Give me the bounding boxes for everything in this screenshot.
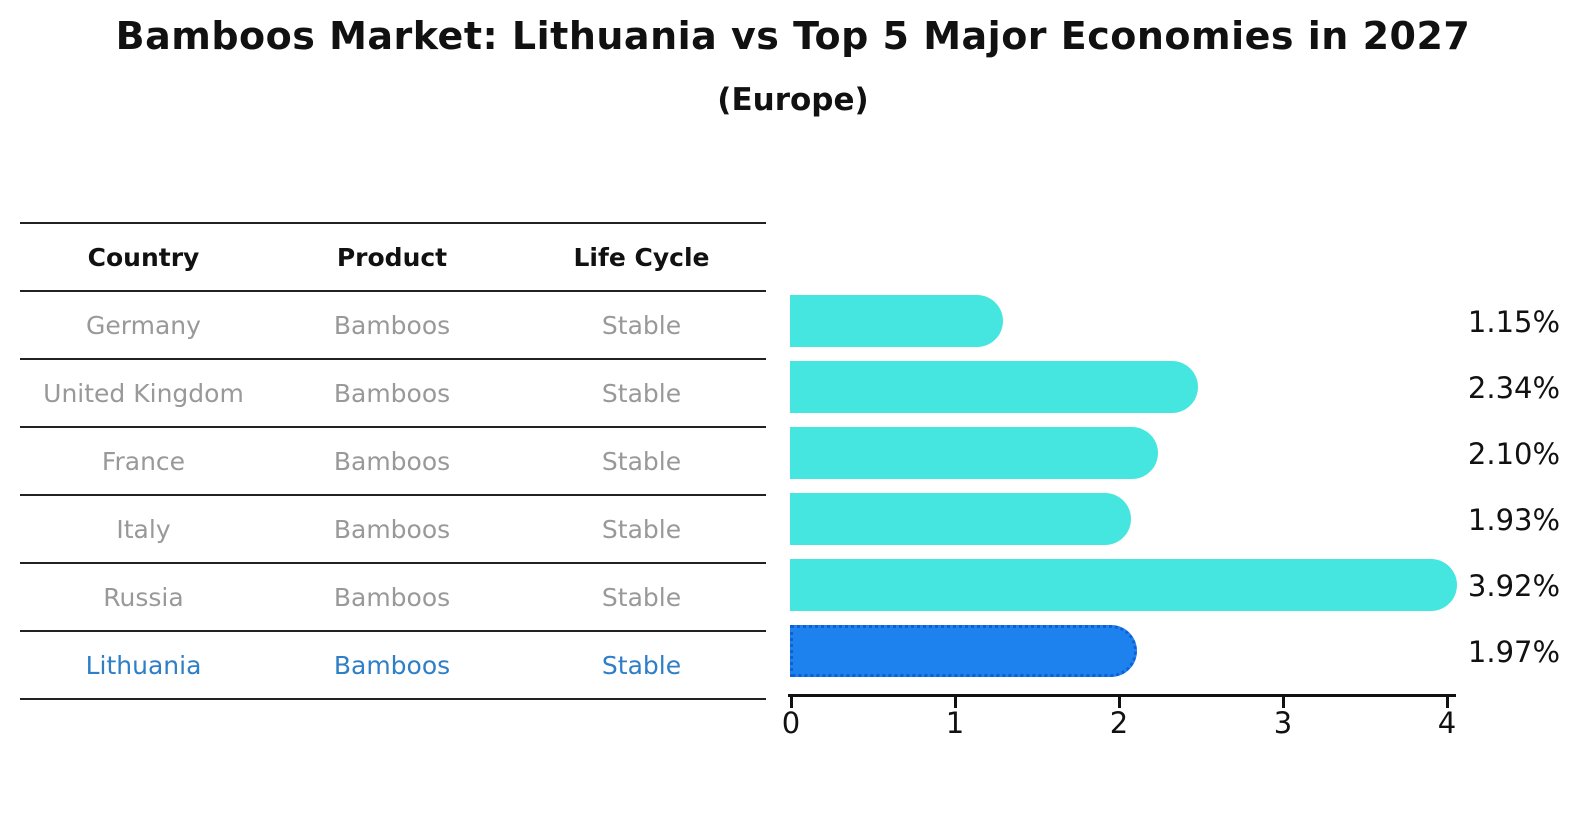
cell-product: Bamboos: [333, 514, 451, 544]
cell-product: Bamboos: [333, 650, 451, 680]
cell-product: Bamboos: [333, 446, 451, 476]
value-label: 1.97%: [1467, 635, 1561, 669]
column-header-product: Product: [336, 242, 448, 272]
table-row: Germany Bamboos Stable: [20, 290, 766, 358]
cell-product: Bamboos: [333, 310, 451, 340]
x-axis-tick: [790, 697, 793, 708]
cell-life-cycle: Stable: [601, 310, 682, 340]
table-row: Russia Bamboos Stable: [20, 562, 766, 630]
bar-lithuania-highlighted: [790, 625, 1138, 677]
bar-italy: [790, 493, 1131, 545]
cell-country: France: [101, 446, 186, 476]
cell-country: Russia: [103, 582, 184, 612]
value-label: 2.34%: [1467, 371, 1561, 405]
x-axis-tick: [1446, 697, 1449, 708]
x-axis-tick-label: 2: [1109, 706, 1129, 740]
x-axis-tick: [1282, 697, 1285, 708]
bar-france: [790, 427, 1159, 479]
bar-united-kingdom: [790, 361, 1198, 413]
cell-country: Lithuania: [85, 650, 202, 680]
bar-russia: [790, 559, 1457, 611]
cell-country: Italy: [116, 514, 171, 544]
chart-title: Bamboos Market: Lithuania vs Top 5 Major…: [115, 14, 1471, 58]
x-axis-tick-label: 1: [945, 706, 965, 740]
x-axis-tick-label: 4: [1437, 706, 1457, 740]
cell-life-cycle: Stable: [601, 446, 682, 476]
cell-product: Bamboos: [333, 582, 451, 612]
cell-country: United Kingdom: [43, 378, 244, 408]
x-axis-tick-label: 0: [781, 706, 801, 740]
value-label: 1.15%: [1467, 305, 1561, 339]
country-table: Country Product Life Cycle Germany Bambo…: [20, 222, 766, 700]
cell-life-cycle: Stable: [601, 514, 682, 544]
cell-life-cycle: Stable: [601, 650, 682, 680]
table-row: Italy Bamboos Stable: [20, 494, 766, 562]
chart-subtitle: (Europe): [717, 82, 869, 118]
column-header-life-cycle: Life Cycle: [573, 242, 710, 272]
cell-product: Bamboos: [333, 378, 451, 408]
cell-life-cycle: Stable: [601, 582, 682, 612]
table-row: France Bamboos Stable: [20, 426, 766, 494]
bar-germany: [790, 295, 1003, 347]
x-axis-tick: [954, 697, 957, 708]
value-label: 2.10%: [1467, 437, 1561, 471]
x-axis-tick: [1118, 697, 1121, 708]
column-header-country: Country: [87, 242, 200, 272]
cell-life-cycle: Stable: [601, 378, 682, 408]
value-label: 1.93%: [1467, 503, 1561, 537]
x-axis-line: [788, 694, 1456, 697]
table-header-row: Country Product Life Cycle: [20, 222, 766, 290]
x-axis-tick-label: 3: [1273, 706, 1293, 740]
value-label: 3.92%: [1467, 569, 1561, 603]
table-row-highlighted: Lithuania Bamboos Stable: [20, 630, 766, 700]
cell-country: Germany: [86, 310, 201, 340]
table-row: United Kingdom Bamboos Stable: [20, 358, 766, 426]
